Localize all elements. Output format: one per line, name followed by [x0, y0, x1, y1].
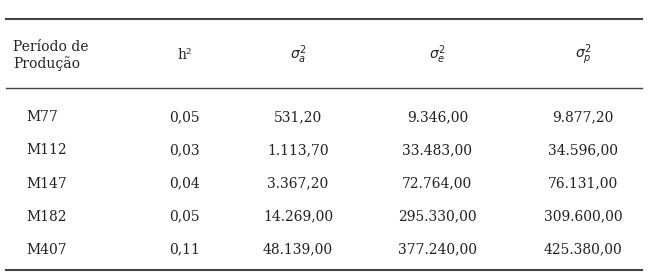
Text: 9.346,00: 9.346,00	[407, 110, 468, 124]
Text: 76.131,00: 76.131,00	[548, 177, 618, 190]
Text: 377.240,00: 377.240,00	[398, 243, 477, 257]
Text: Período de
Produção: Período de Produção	[13, 39, 89, 71]
Text: M182: M182	[26, 210, 66, 224]
Text: 34.596,00: 34.596,00	[548, 144, 618, 157]
Text: $\sigma_e^2$: $\sigma_e^2$	[429, 44, 446, 67]
Text: $\sigma_p^2$: $\sigma_p^2$	[575, 43, 592, 67]
Text: 425.380,00: 425.380,00	[544, 243, 623, 257]
Text: 9.877,20: 9.877,20	[553, 110, 614, 124]
Text: 309.600,00: 309.600,00	[544, 210, 623, 224]
Text: 0,05: 0,05	[169, 110, 200, 124]
Text: M407: M407	[26, 243, 67, 257]
Text: 0,05: 0,05	[169, 210, 200, 224]
Text: 33.483,00: 33.483,00	[402, 144, 472, 157]
Text: 48.139,00: 48.139,00	[263, 243, 333, 257]
Text: 14.269,00: 14.269,00	[263, 210, 333, 224]
Text: 0,11: 0,11	[169, 243, 200, 257]
Text: $\sigma_a^2$: $\sigma_a^2$	[290, 44, 307, 67]
Text: M112: M112	[26, 144, 67, 157]
Text: 1.113,70: 1.113,70	[267, 144, 329, 157]
Text: 3.367,20: 3.367,20	[268, 177, 329, 190]
Text: M77: M77	[26, 110, 58, 124]
Text: 531,20: 531,20	[274, 110, 322, 124]
Text: 72.764,00: 72.764,00	[402, 177, 472, 190]
Text: M147: M147	[26, 177, 67, 190]
Text: h²: h²	[178, 48, 192, 62]
Text: 295.330,00: 295.330,00	[398, 210, 477, 224]
Text: 0,04: 0,04	[169, 177, 200, 190]
Text: 0,03: 0,03	[169, 144, 200, 157]
